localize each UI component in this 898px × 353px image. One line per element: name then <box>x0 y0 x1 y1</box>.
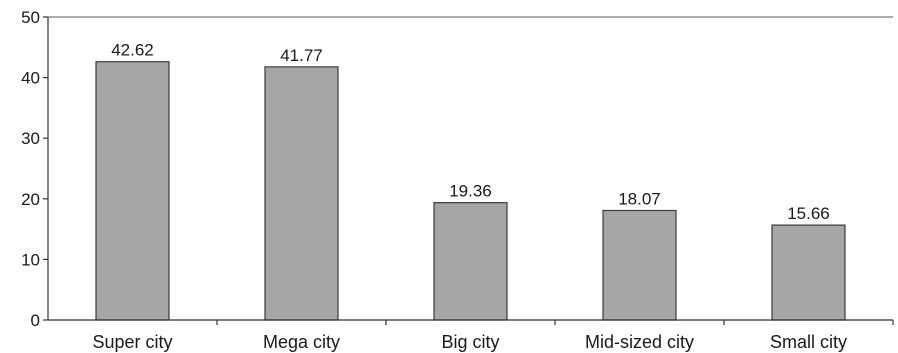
bar <box>602 209 677 321</box>
x-category-label: Super city <box>92 332 172 352</box>
y-tick-label: 50 <box>21 8 40 27</box>
bar-value-label: 41.77 <box>280 46 323 65</box>
y-tick-label: 30 <box>21 129 40 148</box>
bar-value-label: 18.07 <box>618 189 661 208</box>
bar-value-label: 15.66 <box>787 204 830 223</box>
bar-value-label: 42.62 <box>111 41 154 60</box>
x-category-label: Mega city <box>263 332 340 352</box>
y-tick-label: 10 <box>21 250 40 269</box>
x-category-label: Mid-sized city <box>585 332 694 352</box>
plot-area: 0 10 20 30 40 50 42.62 Super city 41.77 Mega city… <box>21 8 894 352</box>
bar <box>433 202 508 321</box>
bar <box>771 224 846 321</box>
x-category-label: Small city <box>770 332 847 352</box>
bar <box>95 61 170 321</box>
y-tick-label: 40 <box>21 69 40 88</box>
bar <box>264 66 339 321</box>
bar-value-label: 19.36 <box>449 182 492 201</box>
y-tick-label: 20 <box>21 190 40 209</box>
y-tick-label: 0 <box>31 311 40 330</box>
x-category-label: Big city <box>441 332 499 352</box>
